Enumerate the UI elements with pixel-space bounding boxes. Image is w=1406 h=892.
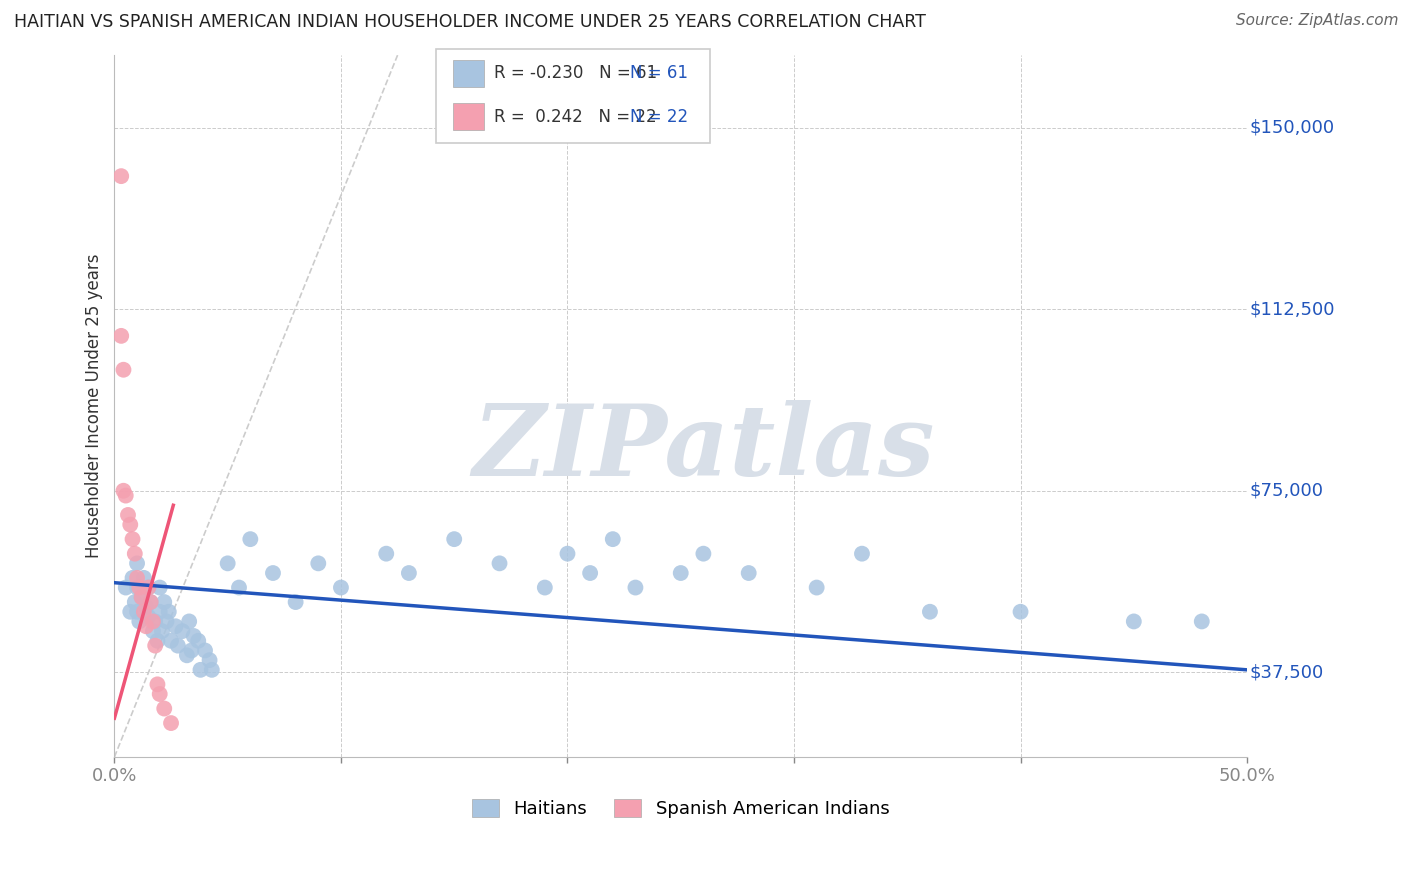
Point (117, 508, 139, 522)
Text: R = -0.230   N = 61: R = -0.230 N = 61 (494, 64, 657, 82)
Point (125, 557, 148, 571)
Point (138, 609, 160, 624)
Point (166, 639, 188, 653)
Point (160, 633, 183, 648)
Point (1191, 615, 1213, 629)
Text: ZIPatlas: ZIPatlas (472, 400, 935, 497)
Point (124, 595, 146, 609)
Point (135, 599, 157, 614)
Point (1010, 605, 1032, 619)
Point (669, 566, 692, 580)
Point (121, 532, 143, 546)
Point (149, 687, 172, 701)
Point (157, 605, 180, 619)
Point (187, 633, 209, 648)
Text: N = 22: N = 22 (630, 108, 688, 126)
Point (692, 547, 714, 561)
Point (172, 624, 194, 639)
Point (579, 566, 602, 580)
Point (149, 605, 172, 619)
Point (143, 615, 166, 629)
Point (146, 677, 169, 691)
Point (239, 532, 262, 546)
Point (1122, 615, 1144, 629)
Point (114, 581, 136, 595)
Point (557, 547, 579, 561)
Point (135, 619, 157, 633)
Point (138, 581, 160, 595)
Point (176, 648, 198, 663)
Point (150, 624, 173, 639)
Point (190, 663, 212, 677)
Point (165, 619, 187, 633)
Point (160, 716, 183, 731)
Point (738, 566, 761, 580)
Point (488, 557, 510, 571)
Text: R =  0.242   N = 22: R = 0.242 N = 22 (494, 108, 657, 126)
Point (194, 643, 217, 657)
Point (124, 547, 146, 561)
Point (131, 591, 153, 605)
Point (121, 571, 143, 585)
Point (534, 581, 557, 595)
Point (262, 566, 284, 580)
Point (284, 595, 307, 609)
Point (375, 547, 398, 561)
Point (918, 605, 941, 619)
Text: $37,500: $37,500 (1250, 664, 1323, 681)
Point (139, 595, 162, 609)
Point (139, 595, 162, 609)
Point (624, 581, 647, 595)
Point (112, 483, 135, 498)
Point (128, 615, 150, 629)
Text: N = 61: N = 61 (630, 64, 688, 82)
Point (179, 615, 201, 629)
Point (851, 547, 873, 561)
Point (128, 581, 150, 595)
Point (114, 489, 136, 503)
Point (183, 629, 205, 643)
Point (398, 566, 420, 580)
Point (110, 329, 132, 343)
Text: $75,000: $75,000 (1250, 482, 1323, 500)
Text: $112,500: $112,500 (1250, 301, 1334, 318)
Text: Source: ZipAtlas.com: Source: ZipAtlas.com (1236, 13, 1399, 29)
Point (228, 581, 250, 595)
Point (149, 581, 172, 595)
Point (110, 169, 132, 183)
Point (153, 595, 176, 609)
Point (125, 605, 148, 619)
Point (602, 532, 624, 546)
Text: $150,000: $150,000 (1250, 119, 1334, 136)
Point (217, 557, 239, 571)
Point (307, 557, 329, 571)
Point (112, 363, 135, 377)
Point (132, 605, 155, 619)
Point (120, 517, 142, 532)
Point (143, 639, 166, 653)
Point (443, 532, 465, 546)
Point (125, 571, 148, 585)
Point (142, 624, 165, 639)
Point (198, 653, 221, 667)
Point (125, 581, 148, 595)
Point (146, 633, 169, 648)
Point (180, 643, 202, 657)
Point (120, 605, 142, 619)
Y-axis label: Householder Income Under 25 years: Householder Income Under 25 years (86, 254, 103, 558)
Point (155, 615, 177, 629)
Point (138, 581, 160, 595)
Point (806, 581, 828, 595)
Point (132, 571, 155, 585)
Point (142, 615, 165, 629)
Point (201, 663, 224, 677)
Point (329, 581, 352, 595)
Legend: Haitians, Spanish American Indians: Haitians, Spanish American Indians (465, 791, 897, 825)
Point (131, 591, 153, 605)
Point (153, 701, 176, 715)
Text: HAITIAN VS SPANISH AMERICAN INDIAN HOUSEHOLDER INCOME UNDER 25 YEARS CORRELATION: HAITIAN VS SPANISH AMERICAN INDIAN HOUSE… (14, 13, 927, 31)
